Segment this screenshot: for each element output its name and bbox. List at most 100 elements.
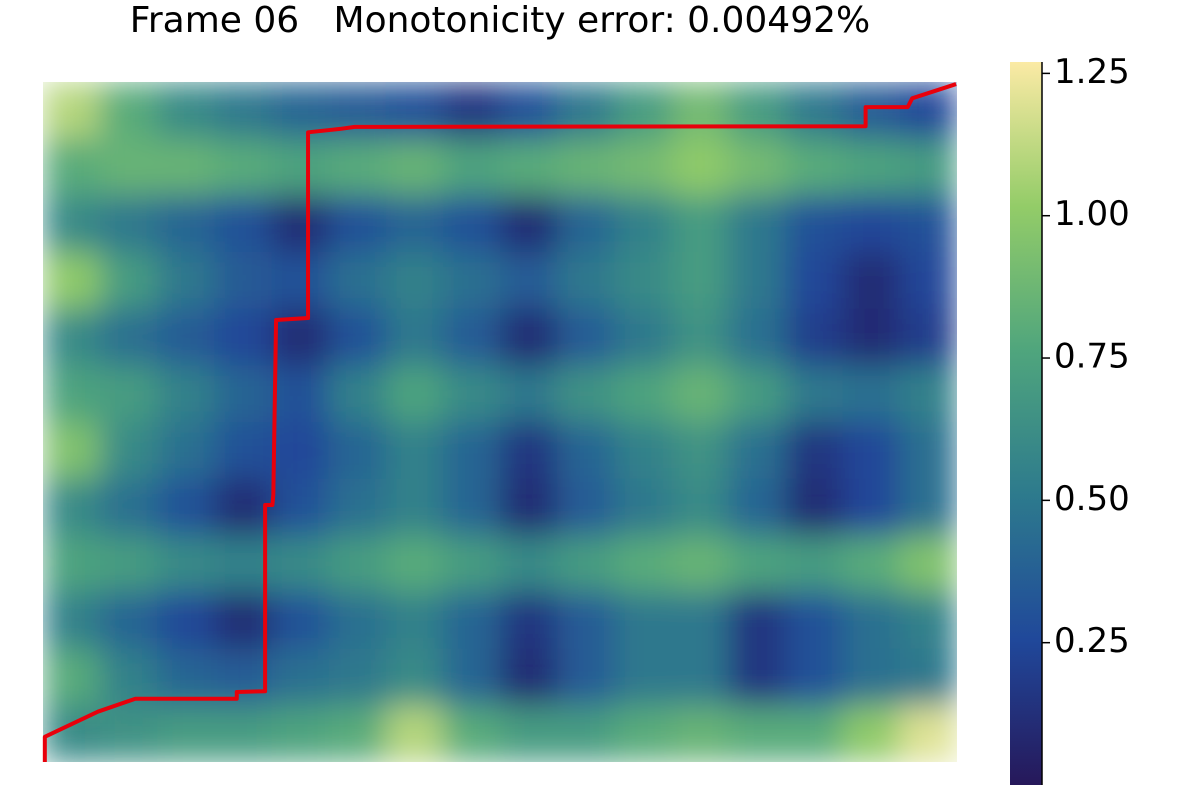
heatmap-cell <box>157 252 215 310</box>
heatmap-cell <box>43 422 101 480</box>
heatmap-cell <box>500 478 558 536</box>
heatmap-cell <box>214 195 272 253</box>
heatmap-cell <box>500 308 558 366</box>
heatmap-cell <box>557 592 615 650</box>
heatmap-cell <box>214 422 272 480</box>
heatmap-cell <box>100 308 158 366</box>
heatmap-cell <box>328 195 387 253</box>
heatmap-cell <box>43 365 101 423</box>
heatmap-cell <box>100 648 158 706</box>
heatmap-cell <box>442 138 501 196</box>
heatmap-cell <box>899 82 957 140</box>
heatmap-cell <box>671 365 729 423</box>
heatmap-cell <box>671 705 729 762</box>
heatmap-cell <box>671 478 729 536</box>
heatmap-cell <box>899 535 957 593</box>
colorbar <box>1010 62 1042 785</box>
heatmap-cell <box>271 365 330 423</box>
heatmap-cell <box>43 252 101 310</box>
heatmap-cell <box>214 535 272 593</box>
heatmap-cell <box>43 648 101 706</box>
heatmap-cell <box>614 478 672 536</box>
heatmap-cell <box>271 705 330 762</box>
heatmap-cell <box>385 705 444 762</box>
colorbar-tick-label: 0.50 <box>1054 479 1130 519</box>
heatmap-cell <box>100 478 158 536</box>
heatmap-cell <box>43 535 101 593</box>
heatmap-cell <box>899 195 957 253</box>
heatmap-cell <box>842 195 901 253</box>
heatmap-cell <box>842 705 901 762</box>
heatmap-cell <box>899 252 957 310</box>
heatmap-cell <box>671 648 729 706</box>
heatmap-cell <box>43 138 101 196</box>
heatmap-cell <box>728 138 787 196</box>
heatmap-cell <box>43 478 101 536</box>
heatmap-cell <box>157 195 215 253</box>
heatmap-cell <box>385 478 444 536</box>
heatmap-cell <box>899 365 957 423</box>
colorbar-tick-label: 0.25 <box>1054 621 1130 661</box>
heatmap-cell <box>785 648 844 706</box>
heatmap-cell <box>157 535 215 593</box>
heatmap-cell <box>385 82 444 140</box>
heatmap-cell <box>728 365 787 423</box>
heatmap-cell <box>557 705 615 762</box>
heatmap-cell <box>557 82 615 140</box>
heatmap-cell <box>157 648 215 706</box>
heatmap-cell <box>614 648 672 706</box>
heatmap-cell <box>728 478 787 536</box>
heatmap-cell <box>614 195 672 253</box>
heatmap-cell <box>785 82 844 140</box>
heatmap-cell <box>385 308 444 366</box>
colorbar-tick-label: 1.00 <box>1054 194 1130 234</box>
heatmap-cell <box>157 82 215 140</box>
heatmap-cell <box>43 195 101 253</box>
heatmap-cell <box>842 535 901 593</box>
heatmap-cell <box>100 82 158 140</box>
heatmap-cell <box>385 365 444 423</box>
heatmap-cell <box>100 592 158 650</box>
heatmap-cell <box>271 252 330 310</box>
heatmap-cell <box>442 592 501 650</box>
heatmap-cell <box>671 252 729 310</box>
heatmap-cell <box>214 365 272 423</box>
heatmap-cell <box>385 252 444 310</box>
heatmap-cell <box>385 535 444 593</box>
heatmap-cell <box>328 138 387 196</box>
heatmap-cell <box>328 422 387 480</box>
heatmap-cell <box>442 195 501 253</box>
heatmap-cell <box>271 648 330 706</box>
heatmap-cell <box>214 308 272 366</box>
heatmap-cell <box>785 365 844 423</box>
heatmap-cell <box>557 195 615 253</box>
heatmap-cell <box>842 365 901 423</box>
heatmap-cell <box>728 705 787 762</box>
heatmap-cell <box>899 308 957 366</box>
heatmap-cell <box>614 705 672 762</box>
heatmap-cell <box>671 138 729 196</box>
heatmap-cell <box>328 308 387 366</box>
heatmap-cell <box>500 82 558 140</box>
chart-title: Frame 06 Monotonicity error: 0.00492% <box>130 0 870 41</box>
heatmap-cell <box>728 422 787 480</box>
heatmap-cell <box>899 478 957 536</box>
heatmap-cell <box>100 138 158 196</box>
heatmap-cell <box>328 705 387 762</box>
heatmap-cell <box>671 422 729 480</box>
heatmap-cell <box>328 478 387 536</box>
heatmap-cell <box>157 592 215 650</box>
heatmap-cell <box>442 308 501 366</box>
heatmap-cell <box>442 82 501 140</box>
heatmap-cell <box>671 535 729 593</box>
heatmap-cell <box>442 422 501 480</box>
heatmap-cell <box>43 308 101 366</box>
heatmap-cell <box>785 252 844 310</box>
heatmap-cell <box>842 308 901 366</box>
heatmap-cell <box>842 252 901 310</box>
heatmap-cell <box>442 535 501 593</box>
heatmap-cell <box>442 648 501 706</box>
heatmap-cell <box>442 705 501 762</box>
heatmap-cell <box>385 592 444 650</box>
heatmap-cell <box>157 308 215 366</box>
